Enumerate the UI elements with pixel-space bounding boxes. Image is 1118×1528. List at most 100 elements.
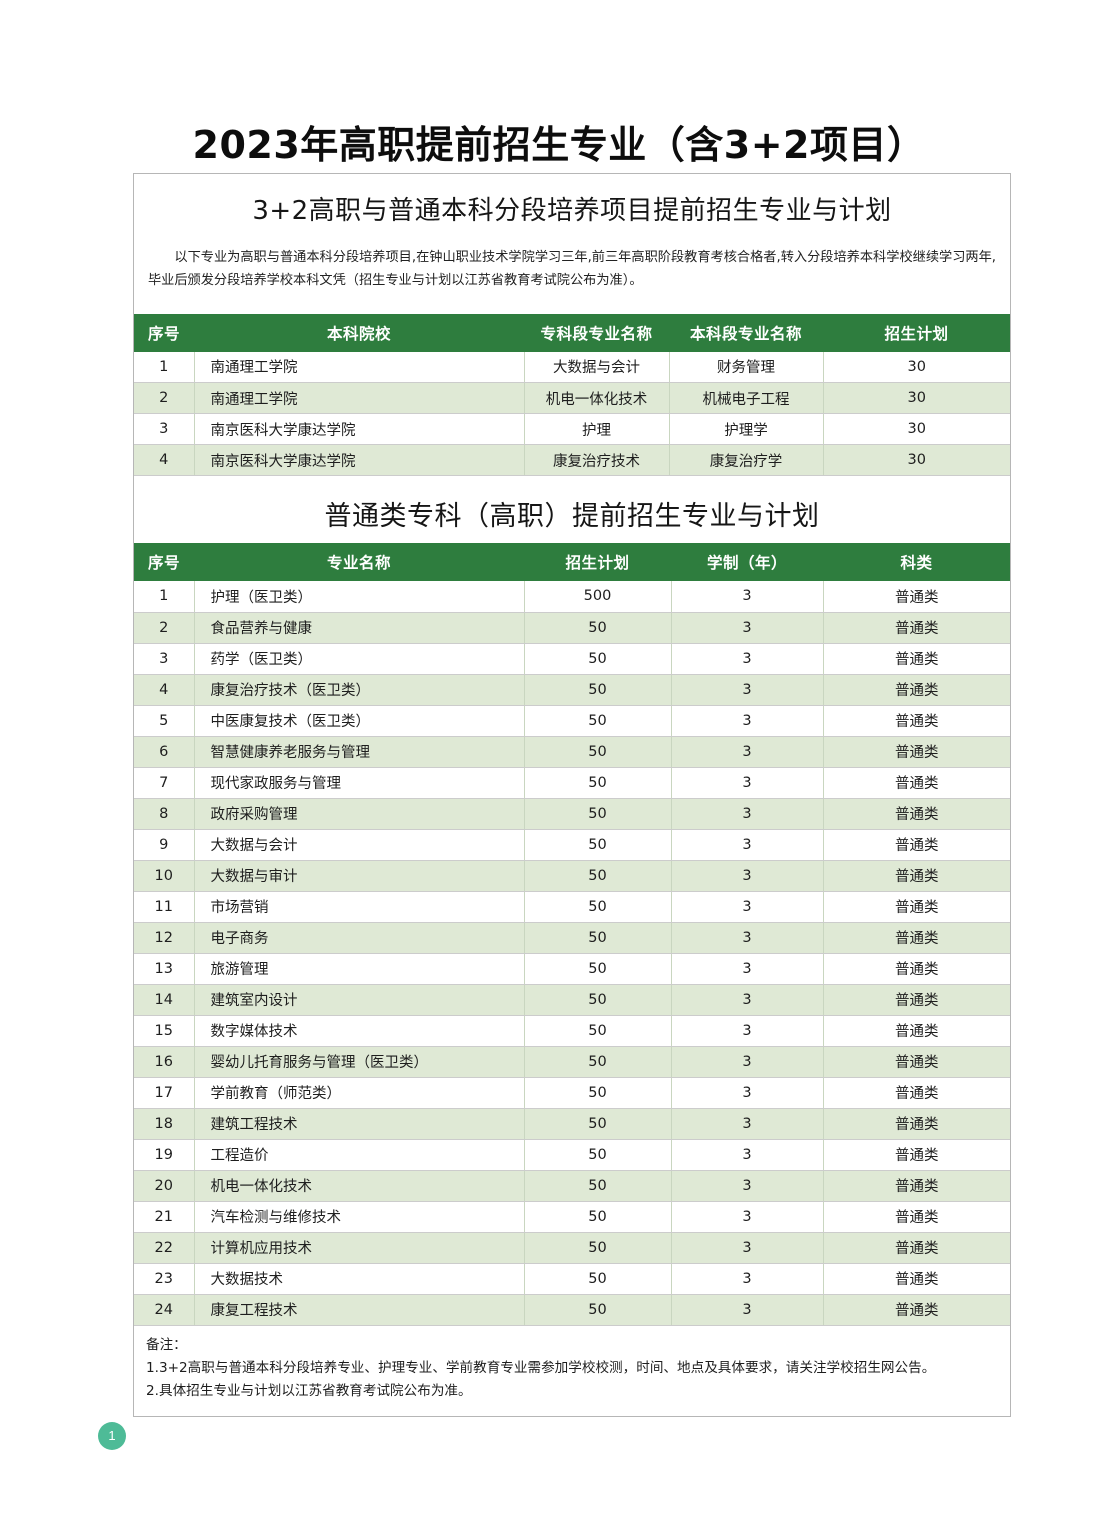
table-row: 1 南通理工学院 大数据与会计 财务管理 30 [134, 351, 1010, 384]
cell-university: 南京医科大学康达学院 [194, 413, 525, 446]
cell-years: 3 [671, 798, 824, 830]
notes-block: 备注： 1.3+2高职与普通本科分段培养专业、护理专业、学前教育专业需参加学校校… [134, 1326, 1010, 1416]
cell-plan: 50 [524, 1046, 672, 1078]
cell-index: 1 [134, 351, 195, 384]
cell-major: 旅游管理 [194, 953, 525, 985]
table-row: 19 工程造价 50 3 普通类 [134, 1139, 1010, 1171]
cell-major: 康复工程技术 [194, 1294, 525, 1326]
table-row: 23 大数据技术 50 3 普通类 [134, 1263, 1010, 1295]
table-row: 22 计算机应用技术 50 3 普通类 [134, 1232, 1010, 1264]
cell-index: 17 [134, 1077, 195, 1109]
cell-index: 18 [134, 1108, 195, 1140]
cell-years: 3 [671, 1263, 824, 1295]
cell-category: 普通类 [823, 612, 1010, 644]
cell-category: 普通类 [823, 674, 1010, 706]
table-row: 14 建筑室内设计 50 3 普通类 [134, 984, 1010, 1016]
cell-years: 3 [671, 705, 824, 737]
cell-category: 普通类 [823, 736, 1010, 768]
table-row: 7 现代家政服务与管理 50 3 普通类 [134, 767, 1010, 799]
col-header-zhuanke-major: 专科段专业名称 [524, 313, 669, 352]
table-row: 10 大数据与审计 50 3 普通类 [134, 860, 1010, 892]
cell-index: 9 [134, 829, 195, 861]
cell-index: 3 [134, 413, 195, 446]
cell-major: 汽车检测与维修技术 [194, 1201, 525, 1233]
cell-years: 3 [671, 674, 824, 706]
col-header-benke-major: 本科段专业名称 [669, 313, 823, 352]
cell-index: 19 [134, 1139, 195, 1171]
cell-years: 3 [671, 829, 824, 861]
cell-major: 护理（医卫类） [194, 581, 525, 613]
cell-index: 10 [134, 860, 195, 892]
col-header-major: 专业名称 [194, 543, 524, 582]
cell-major: 大数据技术 [194, 1263, 525, 1295]
table-row: 2 南通理工学院 机电一体化技术 机械电子工程 30 [134, 382, 1010, 415]
cell-major: 智慧健康养老服务与管理 [194, 736, 525, 768]
cell-major: 电子商务 [194, 922, 525, 954]
cell-category: 普通类 [823, 922, 1010, 954]
cell-zhuanke-major: 大数据与会计 [524, 351, 670, 384]
cell-years: 3 [671, 1294, 824, 1326]
table-row: 15 数字媒体技术 50 3 普通类 [134, 1015, 1010, 1047]
cell-index: 5 [134, 705, 195, 737]
table-row: 24 康复工程技术 50 3 普通类 [134, 1294, 1010, 1326]
cell-plan: 50 [524, 1263, 672, 1295]
cell-plan: 50 [524, 705, 672, 737]
cell-major: 工程造价 [194, 1139, 525, 1171]
cell-category: 普通类 [823, 1108, 1010, 1140]
col-header-plan: 招生计划 [524, 543, 671, 582]
cell-plan: 30 [823, 444, 1010, 477]
cell-years: 3 [671, 1201, 824, 1233]
table-row: 4 康复治疗技术（医卫类） 50 3 普通类 [134, 674, 1010, 706]
col-header-years: 学制（年） [671, 543, 823, 582]
cell-plan: 500 [524, 581, 672, 613]
cell-category: 普通类 [823, 581, 1010, 613]
cell-index: 13 [134, 953, 195, 985]
cell-major: 大数据与会计 [194, 829, 525, 861]
table-row: 3 南京医科大学康达学院 护理 护理学 30 [134, 413, 1010, 446]
cell-category: 普通类 [823, 829, 1010, 861]
table-row: 20 机电一体化技术 50 3 普通类 [134, 1170, 1010, 1202]
note-item-2: 2.具体招生专业与计划以江苏省教育考试院公布为准。 [146, 1383, 472, 1400]
section1-title: 3+2高职与普通本科分段培养项目提前招生专业与计划 [252, 196, 892, 226]
table-body-general-programs: 1 护理（医卫类） 500 3 普通类 2 食品营养与健康 50 3 普通类 3 药学（医卫类） 50 3… [134, 581, 1010, 1326]
cell-index: 12 [134, 922, 195, 954]
table-row: 2 食品营养与健康 50 3 普通类 [134, 612, 1010, 644]
cell-category: 普通类 [823, 1046, 1010, 1078]
cell-zhuanke-major: 护理 [524, 413, 670, 446]
col-header-category: 科类 [823, 543, 1010, 582]
cell-years: 3 [671, 922, 824, 954]
cell-years: 3 [671, 1108, 824, 1140]
cell-plan: 50 [524, 1015, 672, 1047]
cell-index: 11 [134, 891, 195, 923]
table-row: 13 旅游管理 50 3 普通类 [134, 953, 1010, 985]
table-row: 9 大数据与会计 50 3 普通类 [134, 829, 1010, 861]
cell-plan: 50 [524, 1108, 672, 1140]
cell-major: 婴幼儿托育服务与管理（医卫类） [194, 1046, 525, 1078]
cell-benke-major: 财务管理 [669, 351, 824, 384]
cell-years: 3 [671, 1015, 824, 1047]
cell-plan: 50 [524, 984, 672, 1016]
cell-major: 计算机应用技术 [194, 1232, 525, 1264]
cell-plan: 50 [524, 1139, 672, 1171]
cell-category: 普通类 [823, 643, 1010, 675]
cell-category: 普通类 [823, 953, 1010, 985]
cell-major: 建筑工程技术 [194, 1108, 525, 1140]
cell-category: 普通类 [823, 1077, 1010, 1109]
cell-years: 3 [671, 767, 824, 799]
table-row: 11 市场营销 50 3 普通类 [134, 891, 1010, 923]
cell-years: 3 [671, 860, 824, 892]
cell-plan: 50 [524, 1232, 672, 1264]
cell-plan: 50 [524, 736, 672, 768]
table-header-row: 序号 本科院校 专科段专业名称 本科段专业名称 招生计划 [134, 313, 1010, 352]
cell-university: 南通理工学院 [194, 382, 525, 415]
cell-major: 中医康复技术（医卫类） [194, 705, 525, 737]
cell-major: 药学（医卫类） [194, 643, 525, 675]
cell-index: 21 [134, 1201, 195, 1233]
cell-plan: 50 [524, 798, 672, 830]
cell-major: 数字媒体技术 [194, 1015, 525, 1047]
cell-years: 3 [671, 581, 824, 613]
cell-index: 24 [134, 1294, 195, 1326]
cell-index: 4 [134, 444, 195, 477]
cell-benke-major: 机械电子工程 [669, 382, 824, 415]
